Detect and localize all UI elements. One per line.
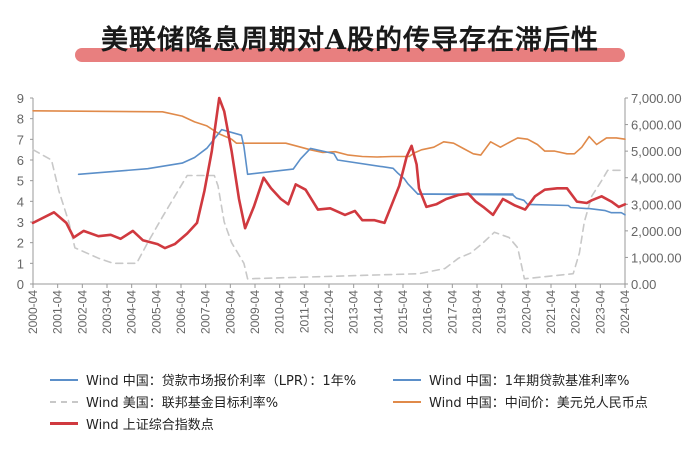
x-tick-label: 2009-04 bbox=[248, 290, 262, 334]
x-tick-label: 2001-04 bbox=[51, 290, 65, 334]
x-tick-label: 2008-04 bbox=[223, 290, 237, 334]
x-tick-label: 2000-04 bbox=[26, 290, 40, 334]
x-tick-label: 2019-04 bbox=[495, 290, 509, 334]
left-tick-label: 9 bbox=[17, 91, 24, 106]
x-tick-label: 2010-04 bbox=[273, 290, 287, 334]
x-tick-label: 2002-04 bbox=[75, 290, 89, 334]
x-tick-label: 2012-04 bbox=[322, 290, 336, 334]
title-banner: 美联储降息周期对A股的传导存在滞后性 bbox=[0, 0, 700, 80]
left-tick-label: 2 bbox=[17, 236, 24, 251]
x-tick-label: 2003-04 bbox=[100, 290, 114, 334]
x-tick-label: 2005-04 bbox=[149, 290, 163, 334]
left-tick-label: 4 bbox=[17, 194, 24, 209]
left-tick-label: 8 bbox=[17, 112, 24, 127]
left-tick-label: 1 bbox=[17, 256, 24, 271]
title-underline bbox=[75, 48, 625, 62]
series-sse-line bbox=[31, 96, 627, 250]
right-tick-label: 2,000.00 bbox=[631, 224, 682, 239]
x-tick-label: 2014-04 bbox=[371, 290, 385, 334]
x-tick-label: 2013-04 bbox=[347, 290, 361, 334]
right-tick-label: 7,000.00 bbox=[631, 91, 682, 106]
x-tick-label: 2020-04 bbox=[519, 290, 533, 334]
right-tick-label: 0.00 bbox=[631, 277, 656, 292]
x-tick-label: 2023-04 bbox=[593, 290, 607, 334]
x-tick-label: 2024-04 bbox=[618, 290, 632, 334]
right-tick-label: 5,000.00 bbox=[631, 144, 682, 159]
left-tick-label: 3 bbox=[17, 215, 24, 230]
series-lpr-line bbox=[77, 128, 626, 216]
x-tick-label: 2004-04 bbox=[125, 290, 139, 334]
x-tick-label: 2016-04 bbox=[421, 290, 435, 334]
x-tick-label: 2018-04 bbox=[470, 290, 484, 334]
left-tick-label: 5 bbox=[17, 174, 24, 189]
right-tick-label: 6,000.00 bbox=[631, 118, 682, 133]
series-cny-line bbox=[32, 110, 626, 158]
x-tick-label: 2007-04 bbox=[199, 290, 213, 334]
x-tick-label: 2006-04 bbox=[174, 290, 188, 334]
x-tick-label: 2017-04 bbox=[445, 290, 459, 334]
chart-title: 美联储降息周期对A股的传导存在滞后性 bbox=[101, 25, 599, 56]
x-tick-label: 2011-04 bbox=[297, 290, 311, 333]
right-tick-label: 4,000.00 bbox=[631, 171, 682, 186]
right-tick-label: 3,000.00 bbox=[631, 197, 682, 212]
right-tick-label: 1,000.00 bbox=[631, 250, 682, 265]
x-tick-label: 2022-04 bbox=[569, 290, 583, 334]
left-tick-label: 7 bbox=[17, 132, 24, 147]
series-fed-rate-line bbox=[32, 148, 626, 280]
left-tick-label: 0 bbox=[17, 277, 24, 292]
left-tick-label: 6 bbox=[17, 153, 24, 168]
x-tick-label: 2021-04 bbox=[544, 290, 558, 334]
x-tick-label: 2015-04 bbox=[396, 290, 410, 334]
